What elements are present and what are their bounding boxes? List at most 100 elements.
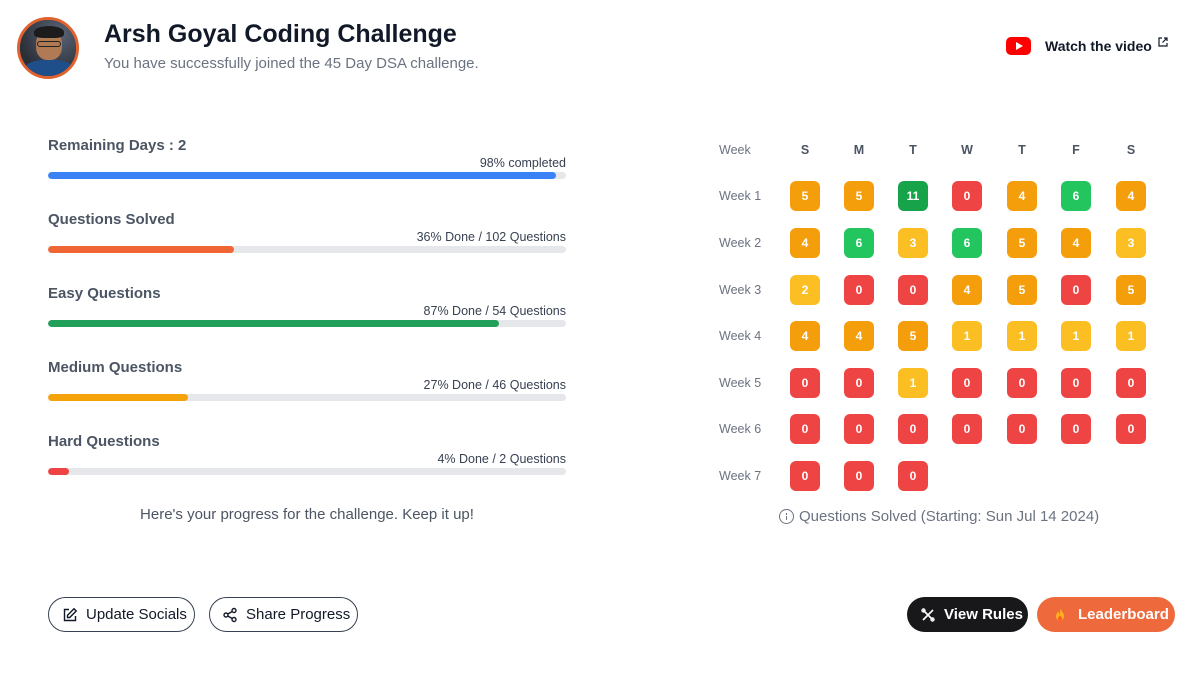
fire-icon	[1056, 607, 1064, 620]
day-cell: 1	[898, 368, 928, 398]
day-cell: 0	[952, 181, 982, 211]
day-cell: 0	[790, 368, 820, 398]
update-socials-button[interactable]: Update Socials	[48, 597, 195, 632]
watch-video-label: Watch the video	[1045, 38, 1152, 54]
share-icon	[223, 607, 237, 622]
progress-row: Remaining Days : 2 98% completed	[48, 137, 566, 179]
progress-label: Questions Solved	[48, 211, 175, 228]
progress-fill	[48, 394, 188, 401]
day-cell: 0	[1007, 368, 1037, 398]
week-label: Week 6	[719, 422, 762, 436]
day-cell: 0	[1061, 275, 1091, 305]
watch-video-link[interactable]: Watch the video	[1006, 37, 1168, 55]
day-cell: 11	[898, 181, 928, 211]
day-cell: 6	[844, 228, 874, 258]
day-header: M	[853, 143, 865, 157]
day-header: T	[909, 143, 917, 157]
day-cell: 1	[1116, 321, 1146, 351]
progress-label: Hard Questions	[48, 433, 160, 450]
progress-track	[48, 320, 566, 327]
day-cell: 0	[790, 461, 820, 491]
day-cell: 5	[1007, 275, 1037, 305]
day-cell: 0	[898, 414, 928, 444]
day-cell: 1	[952, 321, 982, 351]
day-header: F	[1072, 143, 1080, 157]
progress-stat: 27% Done / 46 Questions	[423, 378, 566, 392]
encouragement-text: Here's your progress for the challenge. …	[140, 506, 474, 523]
day-cell: 0	[844, 368, 874, 398]
day-cell: 6	[952, 228, 982, 258]
day-cell: 0	[1116, 414, 1146, 444]
share-progress-button[interactable]: Share Progress	[209, 597, 358, 632]
day-cell: 2	[790, 275, 820, 305]
progress-row: Easy Questions 87% Done / 54 Questions	[48, 285, 566, 327]
progress-stat: 87% Done / 54 Questions	[423, 304, 566, 318]
day-cell: 0	[844, 461, 874, 491]
day-cell: 0	[1116, 368, 1146, 398]
day-cell: 0	[844, 414, 874, 444]
week-label: Week 4	[719, 329, 762, 343]
calendar-note-text: Questions Solved (Starting: Sun Jul 14 2…	[799, 508, 1100, 525]
progress-fill	[48, 468, 69, 475]
day-cell: 5	[790, 181, 820, 211]
week-label: Week 7	[719, 469, 762, 483]
progress-row: Hard Questions 4% Done / 2 Questions	[48, 433, 566, 475]
day-cell: 0	[790, 414, 820, 444]
day-cell: 4	[790, 321, 820, 351]
progress-fill	[48, 172, 556, 179]
week-label: Week 3	[719, 283, 762, 297]
leaderboard-button[interactable]: Leaderboard	[1037, 597, 1175, 632]
edit-icon	[63, 607, 78, 621]
progress-stat: 98% completed	[479, 156, 566, 170]
page-title: Arsh Goyal Coding Challenge	[104, 20, 457, 48]
day-header: S	[800, 143, 810, 157]
progress-track	[48, 246, 566, 253]
day-header: W	[961, 143, 973, 157]
week-label: Week 1	[719, 189, 762, 203]
day-cell: 0	[1007, 414, 1037, 444]
progress-row: Questions Solved 36% Done / 102 Questions	[48, 211, 566, 253]
view-rules-button[interactable]: View Rules	[907, 597, 1028, 632]
progress-track	[48, 172, 566, 179]
progress-label: Medium Questions	[48, 359, 183, 376]
day-cell: 3	[898, 228, 928, 258]
day-cell: 0	[898, 275, 928, 305]
progress-row: Medium Questions 27% Done / 46 Questions	[48, 359, 566, 401]
day-cell: 0	[844, 275, 874, 305]
page-subtitle: You have successfully joined the 45 Day …	[104, 55, 479, 72]
week-column-header: Week	[719, 143, 751, 157]
day-header: S	[1126, 143, 1136, 157]
day-cell: 4	[844, 321, 874, 351]
rules-icon	[921, 607, 935, 622]
day-cell: 3	[1116, 228, 1146, 258]
day-cell: 0	[952, 368, 982, 398]
day-cell: 0	[952, 414, 982, 444]
calendar-note: Questions Solved (Starting: Sun Jul 14 2…	[779, 508, 1099, 525]
week-label: Week 5	[719, 376, 762, 390]
day-cell: 0	[1061, 414, 1091, 444]
youtube-icon	[1006, 37, 1031, 55]
day-cell: 0	[1061, 368, 1091, 398]
week-label: Week 2	[719, 236, 762, 250]
leaderboard-label: Leaderboard	[1078, 606, 1169, 623]
progress-track	[48, 468, 566, 475]
day-cell: 6	[1061, 181, 1091, 211]
day-cell: 4	[1061, 228, 1091, 258]
info-icon	[779, 509, 794, 524]
day-cell: 4	[952, 275, 982, 305]
progress-label: Remaining Days : 2	[48, 137, 187, 154]
progress-stat: 36% Done / 102 Questions	[416, 230, 566, 244]
progress-track	[48, 394, 566, 401]
view-rules-label: View Rules	[944, 606, 1023, 623]
day-cell: 5	[1116, 275, 1146, 305]
day-cell: 1	[1061, 321, 1091, 351]
day-cell: 1	[1007, 321, 1037, 351]
progress-label: Easy Questions	[48, 285, 161, 302]
progress-fill	[48, 246, 235, 253]
day-cell: 4	[1007, 181, 1037, 211]
day-header: T	[1018, 143, 1026, 157]
progress-fill	[48, 320, 499, 327]
day-cell: 4	[1116, 181, 1146, 211]
day-cell: 4	[790, 228, 820, 258]
day-cell: 5	[844, 181, 874, 211]
